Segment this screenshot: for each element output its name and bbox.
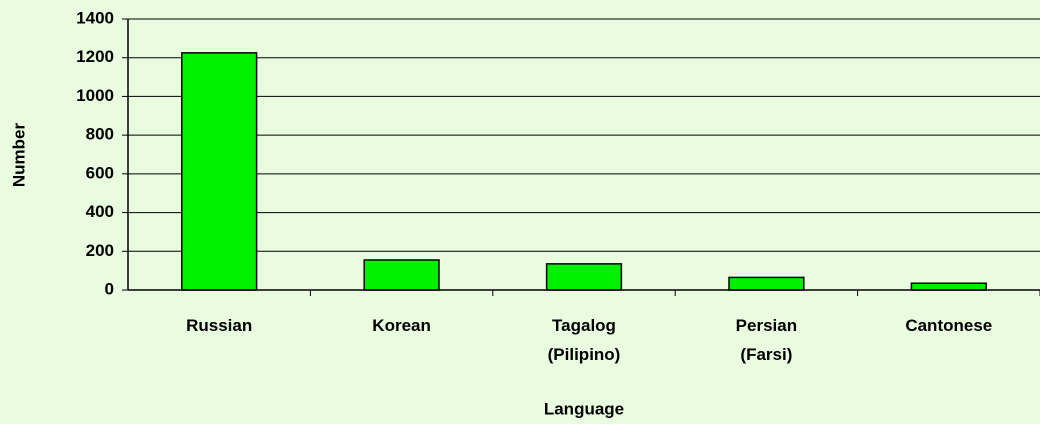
bar (363, 259, 440, 291)
x-tick-label: Cantonese (905, 316, 993, 335)
y-tick-label: 1200 (76, 47, 114, 66)
x-tick-label: Russian (186, 316, 253, 335)
y-tick-label: 1000 (76, 86, 114, 105)
y-tick-label: 1400 (76, 8, 114, 27)
x-tick-label: Korean (372, 316, 431, 335)
y-tick-label: 200 (86, 241, 114, 260)
y-tick-label: 0 (105, 279, 114, 298)
bar (181, 52, 258, 291)
y-axis-title: Number (9, 123, 28, 188)
y-tick-label: 600 (86, 163, 114, 182)
x-axis-title: Language (544, 399, 624, 418)
y-tick-label: 800 (86, 125, 114, 144)
bar (728, 276, 805, 291)
y-tick-label: 400 (86, 202, 114, 221)
bar (545, 263, 623, 291)
bar (910, 282, 987, 291)
x-tick-label: Tagalog (Pilipino) (547, 316, 621, 364)
x-tick-label: Persian (Farsi) (735, 316, 798, 364)
